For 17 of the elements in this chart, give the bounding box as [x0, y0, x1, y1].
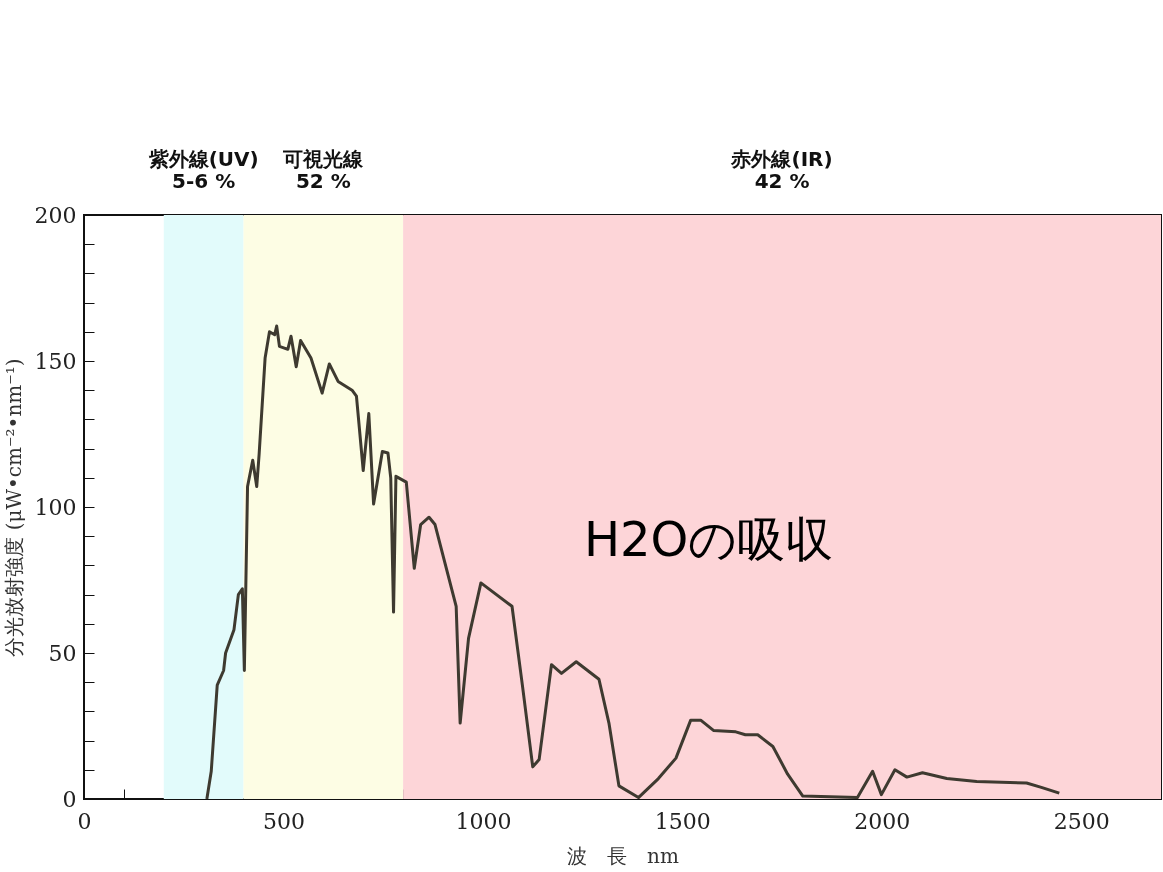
y-tick-label: 0: [62, 786, 77, 812]
band-label: 可視光線 52 %: [282, 147, 365, 193]
band-label: 赤外線(IR) 42 %: [730, 147, 833, 193]
y-tick-label: 200: [34, 202, 77, 228]
y-tick-label: 50: [48, 640, 77, 666]
x-tick-label: 2500: [1053, 808, 1110, 834]
x-axis-title: 波 長 nm: [567, 843, 679, 868]
y-axis-title: 分光放射強度 (μW•cm⁻²•nm⁻¹): [1, 358, 26, 657]
band-label: 紫外線(UV) 5-6 %: [147, 147, 259, 193]
x-tick-label: 500: [262, 808, 305, 834]
y-tick-label: 100: [34, 494, 77, 520]
x-tick-label: 1500: [654, 808, 711, 834]
x-tick-label: 2000: [854, 808, 911, 834]
line-series: [205, 324, 1061, 799]
annotation: H2Oの吸収: [583, 511, 834, 568]
y-tick-label: 150: [34, 348, 77, 374]
x-tick-label: 1000: [455, 808, 512, 834]
